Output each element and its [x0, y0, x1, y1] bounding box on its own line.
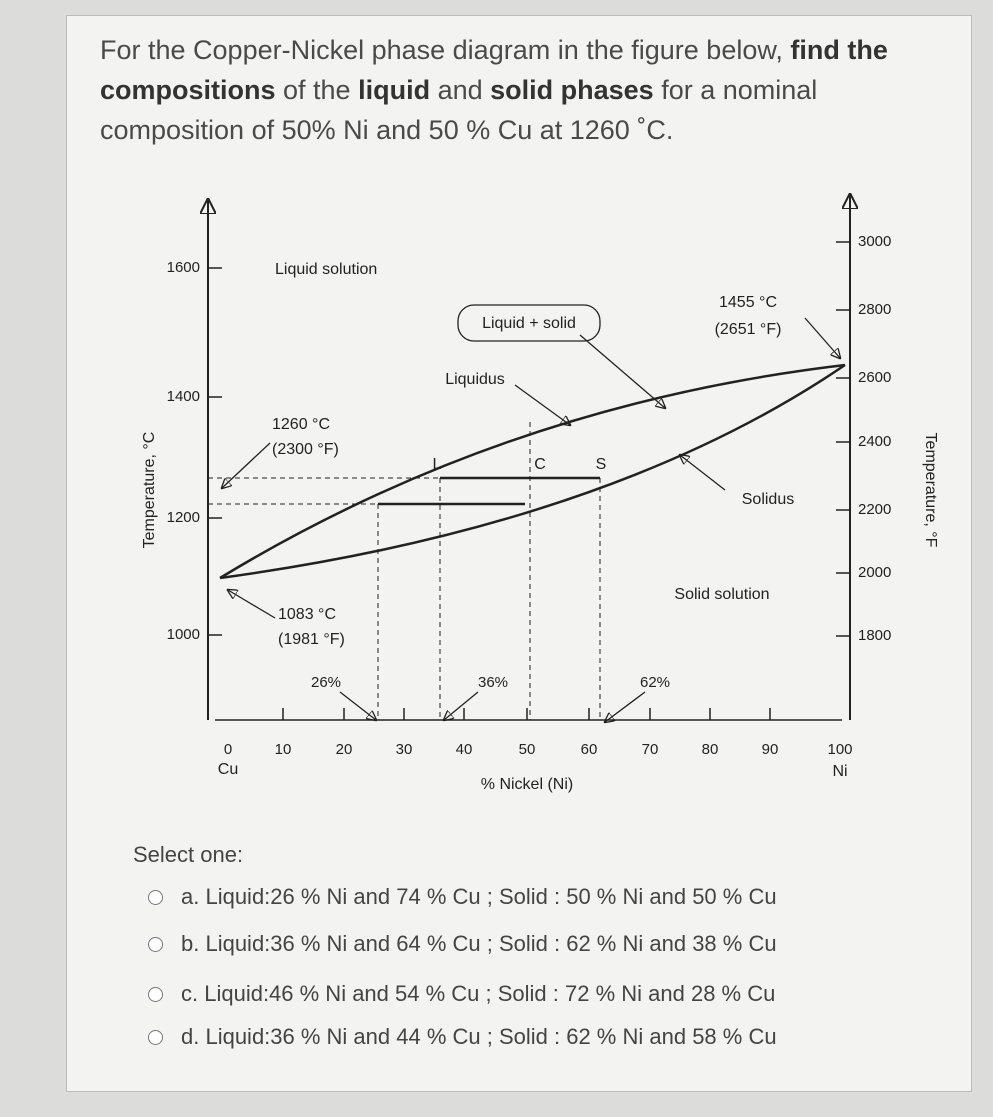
radio-button[interactable] [148, 1029, 163, 1045]
liquidus-curve [219, 363, 846, 580]
x-title: % Nickel (Ni) [481, 776, 573, 793]
y2-tick-label: 3000 [858, 233, 891, 250]
option[interactable]: b. Liquid:36 % Ni and 64 % Cu ; Solid : … [148, 931, 777, 957]
x-tick-label: 80 [702, 741, 719, 758]
x-tick-label: 30 [396, 741, 413, 758]
prompt: Select one: [133, 842, 244, 867]
option-text: b. Liquid:36 % Ni and 64 % Cu ; Solid : … [181, 931, 777, 956]
x-tick-label: 90 [762, 741, 779, 758]
point-label: L [433, 456, 442, 473]
curve-label: Solidus [742, 491, 794, 508]
option[interactable]: a. Liquid:26 % Ni and 74 % Cu ; Solid : … [148, 884, 777, 910]
annotation: 1260 °C [272, 416, 330, 433]
y2-tick-label: 2000 [858, 564, 891, 581]
annotation: 1083 °C [278, 606, 336, 623]
y2-tick-label: 2600 [858, 369, 891, 386]
question-segment: of the [275, 75, 359, 105]
x-tick-label: 70 [642, 741, 659, 758]
x-tick-label: 20 [336, 741, 353, 758]
x-end-label: Ni [832, 763, 847, 780]
question-segment: and [430, 75, 491, 105]
y-tick-label: 1600 [167, 259, 200, 276]
x-tick-label: 10 [275, 741, 292, 758]
annotation: 1455 °C [719, 294, 777, 311]
x-tick-label: 60 [581, 741, 598, 758]
y-tick-label: 1200 [167, 509, 200, 526]
y2-tick-label: 1800 [858, 627, 891, 644]
question-segment: find the compositions [100, 35, 888, 105]
radio-button[interactable] [148, 986, 163, 1002]
annotation: 26% [311, 674, 341, 691]
point-label: S [596, 456, 607, 473]
question-segment: solid phases [490, 75, 654, 105]
question-card [66, 15, 972, 1092]
question-segment: for a nominal composition of 50% Ni and … [100, 75, 818, 145]
label-box [457, 304, 601, 342]
x-tick-label: 100 [827, 741, 852, 758]
region-label: Liquid solution [275, 261, 377, 278]
option[interactable]: d. Liquid:36 % Ni and 44 % Cu ; Solid : … [148, 1024, 777, 1050]
annotation: (2300 °F) [272, 441, 339, 458]
tie-lines [208, 422, 601, 720]
annotation: 36% [478, 674, 508, 691]
option-text: a. Liquid:26 % Ni and 74 % Cu ; Solid : … [181, 884, 777, 909]
leader-arrows [222, 317, 840, 722]
y2-tick-label: 2200 [858, 501, 891, 518]
option-text: d. Liquid:36 % Ni and 44 % Cu ; Solid : … [181, 1024, 777, 1049]
y2-tick-label: 2400 [858, 433, 891, 450]
region-label: Liquid + solid [482, 315, 576, 332]
x-end-label: Cu [218, 761, 238, 778]
solidus-curve [219, 363, 846, 580]
radio-button[interactable] [148, 889, 163, 905]
annotation: (2651 °F) [715, 321, 782, 338]
y2-tick-label: 2800 [858, 301, 891, 318]
x-tick-label: 40 [456, 741, 473, 758]
curve-label: Liquidus [445, 371, 505, 388]
x-tick-label: 50 [519, 741, 536, 758]
option-text: c. Liquid:46 % Ni and 54 % Cu ; Solid : … [181, 981, 776, 1006]
annotation: (1981 °F) [278, 631, 345, 648]
x-tick-labels: 0 10 20 30 40 50 60 70 80 90 100 [224, 741, 853, 758]
tick-marks [208, 241, 850, 720]
y-tick-label: 1000 [167, 626, 200, 643]
region-label: Solid solution [674, 586, 769, 603]
y-left-title: Temperature, °C [141, 432, 158, 549]
y-tick-label: 1400 [167, 388, 200, 405]
question-text: For the Copper-Nickel phase diagram in t… [100, 30, 940, 150]
radio-button[interactable] [148, 936, 163, 952]
question-segment: For the Copper-Nickel phase diagram in t… [100, 35, 791, 65]
y-right-title: Temperature, °F [922, 433, 939, 548]
option[interactable]: c. Liquid:46 % Ni and 54 % Cu ; Solid : … [148, 981, 775, 1007]
question-segment: liquid [358, 75, 431, 105]
x-tick-label: 0 [224, 741, 232, 758]
point-label: C [534, 456, 546, 473]
annotation: 62% [640, 674, 670, 691]
